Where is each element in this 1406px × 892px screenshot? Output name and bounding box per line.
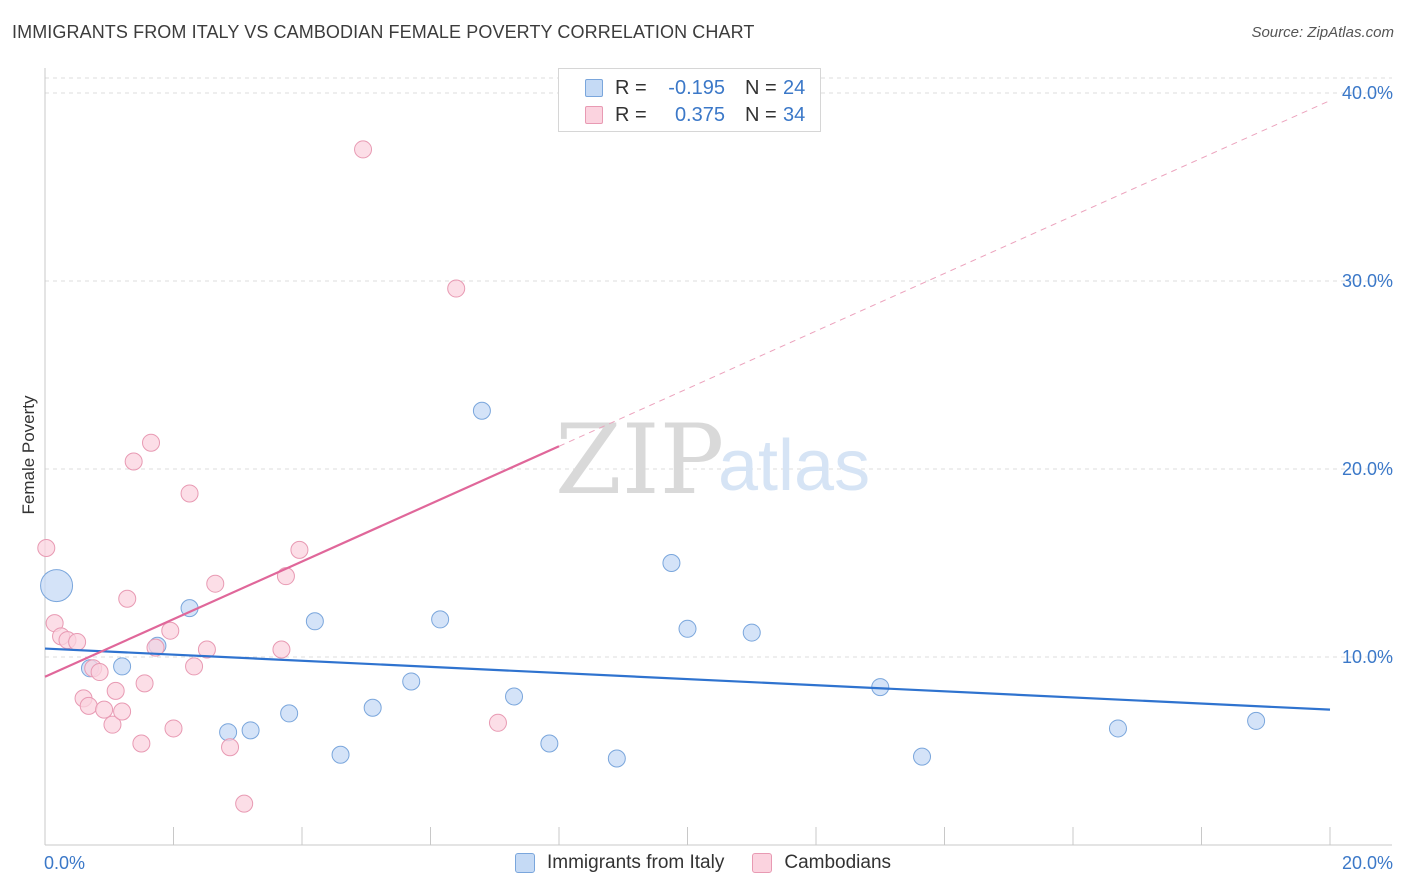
point-cambodians bbox=[95, 700, 114, 719]
point-italy bbox=[742, 623, 761, 642]
legend-swatch-italy bbox=[514, 853, 535, 873]
grid-lines bbox=[45, 77, 1392, 658]
trend-line-cambodians-extrapolated bbox=[558, 100, 1331, 447]
point-italy bbox=[331, 745, 350, 764]
point-cambodians bbox=[118, 589, 137, 608]
y-tick-label: 40.0% bbox=[1342, 83, 1393, 103]
point-cambodians bbox=[488, 713, 507, 732]
point-cambodians bbox=[124, 452, 143, 471]
point-cambodians bbox=[135, 674, 154, 693]
point-cambodians bbox=[79, 696, 98, 715]
point-cambodians bbox=[161, 621, 180, 640]
point-italy bbox=[505, 687, 524, 706]
point-cambodians bbox=[272, 640, 291, 659]
point-cambodians bbox=[164, 719, 183, 738]
legend-n-value: 24 bbox=[783, 76, 806, 99]
legend-r-label: R = bbox=[615, 76, 647, 99]
legend-swatch-cambodians bbox=[752, 853, 773, 873]
data-points bbox=[37, 140, 1266, 813]
point-italy bbox=[540, 734, 559, 753]
point-cambodians bbox=[290, 540, 309, 559]
legend-n-label: N = bbox=[745, 76, 777, 99]
point-cambodians bbox=[447, 279, 466, 298]
watermark-zip: ZIP bbox=[555, 404, 724, 516]
point-italy bbox=[472, 401, 491, 420]
point-italy bbox=[280, 704, 299, 723]
legend-n-value: 34 bbox=[783, 103, 806, 126]
point-italy bbox=[219, 723, 238, 742]
point-cambodians bbox=[142, 433, 161, 452]
point-italy bbox=[431, 610, 450, 629]
correlation-legend: R = -0.195 N = 24 R = 0.375 N = 34 bbox=[558, 68, 821, 132]
legend-row-cambodians: R = 0.375 N = 34 bbox=[585, 102, 805, 128]
legend-swatch-cambodians bbox=[585, 106, 603, 124]
point-italy bbox=[913, 747, 932, 766]
point-cambodians bbox=[132, 734, 151, 753]
point-italy bbox=[113, 657, 132, 676]
point-italy bbox=[1108, 719, 1127, 738]
point-cambodians bbox=[113, 702, 132, 721]
tick-labels: 10.0% 20.0% 30.0% 40.0% 0.0% 20.0% bbox=[44, 83, 1393, 873]
y-tick-label: 20.0% bbox=[1342, 459, 1393, 479]
y-tick-label: 30.0% bbox=[1342, 271, 1393, 291]
legend-row-italy: R = -0.195 N = 24 bbox=[585, 75, 805, 101]
legend-r-value: 0.375 bbox=[674, 103, 725, 126]
series-legend: Immigrants from Italy Cambodians bbox=[0, 852, 1406, 874]
x-tick-label: 20.0% bbox=[1342, 853, 1393, 873]
point-cambodians bbox=[206, 574, 225, 593]
point-italy bbox=[662, 554, 681, 573]
chart-title: IMMIGRANTS FROM ITALY VS CAMBODIAN FEMAL… bbox=[12, 22, 755, 42]
point-italy bbox=[241, 721, 260, 740]
point-italy bbox=[1247, 711, 1266, 730]
watermark: ZIP atlas bbox=[555, 404, 870, 516]
legend-item-cambodians[interactable]: Cambodians bbox=[752, 852, 891, 874]
point-cambodians bbox=[185, 657, 204, 676]
point-cambodians bbox=[235, 794, 254, 813]
axes bbox=[44, 68, 1392, 846]
legend-r-value: -0.195 bbox=[668, 76, 725, 99]
legend-label-cambodians: Cambodians bbox=[784, 852, 892, 873]
point-italy bbox=[402, 672, 421, 691]
point-cambodians bbox=[197, 640, 216, 659]
point-cambodians bbox=[68, 632, 87, 651]
point-cambodians bbox=[146, 638, 165, 657]
point-cambodians bbox=[37, 538, 56, 557]
legend-n-label: N = bbox=[745, 103, 777, 126]
watermark-atlas: atlas bbox=[718, 426, 870, 506]
point-italy bbox=[607, 749, 626, 768]
point-italy bbox=[40, 569, 74, 603]
legend-label-italy: Immigrants from Italy bbox=[546, 852, 725, 873]
point-cambodians bbox=[90, 663, 109, 682]
point-italy bbox=[678, 619, 697, 638]
source-label: Source: ZipAtlas.com bbox=[1251, 24, 1394, 41]
legend-swatch-italy bbox=[585, 79, 603, 97]
point-cambodians bbox=[354, 140, 373, 159]
point-italy bbox=[305, 612, 324, 631]
point-italy bbox=[363, 698, 382, 717]
y-axis-title: Female Poverty bbox=[19, 395, 38, 515]
legend-item-italy[interactable]: Immigrants from Italy bbox=[514, 852, 725, 874]
trend-line-cambodians bbox=[44, 445, 560, 678]
trend-line-italy bbox=[44, 647, 1331, 711]
point-cambodians bbox=[180, 484, 199, 503]
x-tick-label: 0.0% bbox=[44, 853, 85, 873]
point-cambodians bbox=[103, 715, 122, 734]
point-cambodians bbox=[106, 681, 125, 700]
point-cambodians bbox=[221, 738, 240, 757]
y-tick-label: 10.0% bbox=[1342, 647, 1393, 667]
legend-r-label: R = bbox=[615, 103, 647, 126]
trend-lines bbox=[44, 100, 1331, 711]
